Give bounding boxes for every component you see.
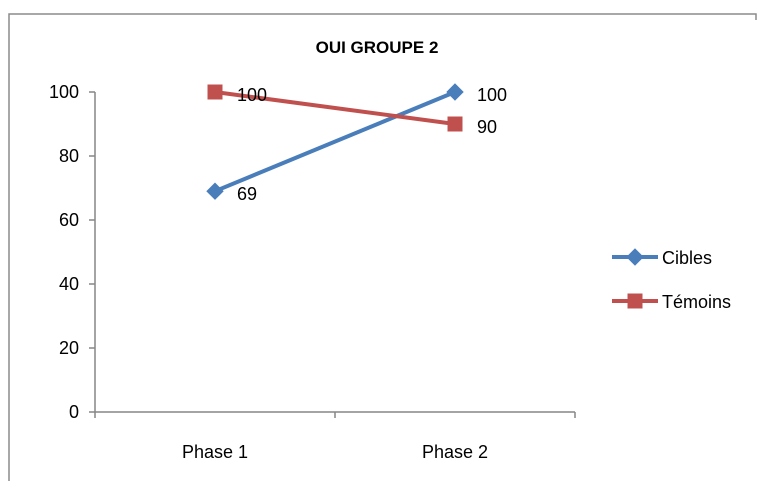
series-layer: 69 100 100 90 xyxy=(206,83,507,204)
x-tick-label: Phase 2 xyxy=(422,442,488,462)
axes: 0 20 40 60 80 100 Phase 1 Phase 2 xyxy=(49,82,576,462)
data-point-tmoins xyxy=(447,116,463,132)
data-point-cibles xyxy=(446,83,464,101)
data-label-tmoins: 100 xyxy=(237,85,267,105)
y-tick-label: 0 xyxy=(69,402,79,422)
data-label-cibles: 100 xyxy=(477,85,507,105)
legend-marker-tmoins xyxy=(627,293,643,309)
y-tick-label: 80 xyxy=(59,146,79,166)
y-tick-label: 40 xyxy=(59,274,79,294)
series-line-tmoins xyxy=(214,90,456,126)
y-tick-label: 60 xyxy=(59,210,79,230)
data-point-tmoins xyxy=(207,84,223,100)
legend-marker-cibles xyxy=(626,248,644,266)
data-label-tmoins: 90 xyxy=(477,117,497,137)
x-tick-label: Phase 1 xyxy=(182,442,248,462)
legend: Cibles Témoins xyxy=(612,248,731,312)
series-line-cibles xyxy=(214,90,456,194)
data-point-cibles xyxy=(206,182,224,200)
y-tick-label: 20 xyxy=(59,338,79,358)
legend-label-tmoins: Témoins xyxy=(662,292,731,312)
y-tick-label: 100 xyxy=(49,82,79,102)
chart-title: OUI GROUPE 2 xyxy=(316,38,439,57)
data-label-cibles: 69 xyxy=(237,184,257,204)
chart-border xyxy=(8,13,757,481)
legend-label-cibles: Cibles xyxy=(662,248,712,268)
